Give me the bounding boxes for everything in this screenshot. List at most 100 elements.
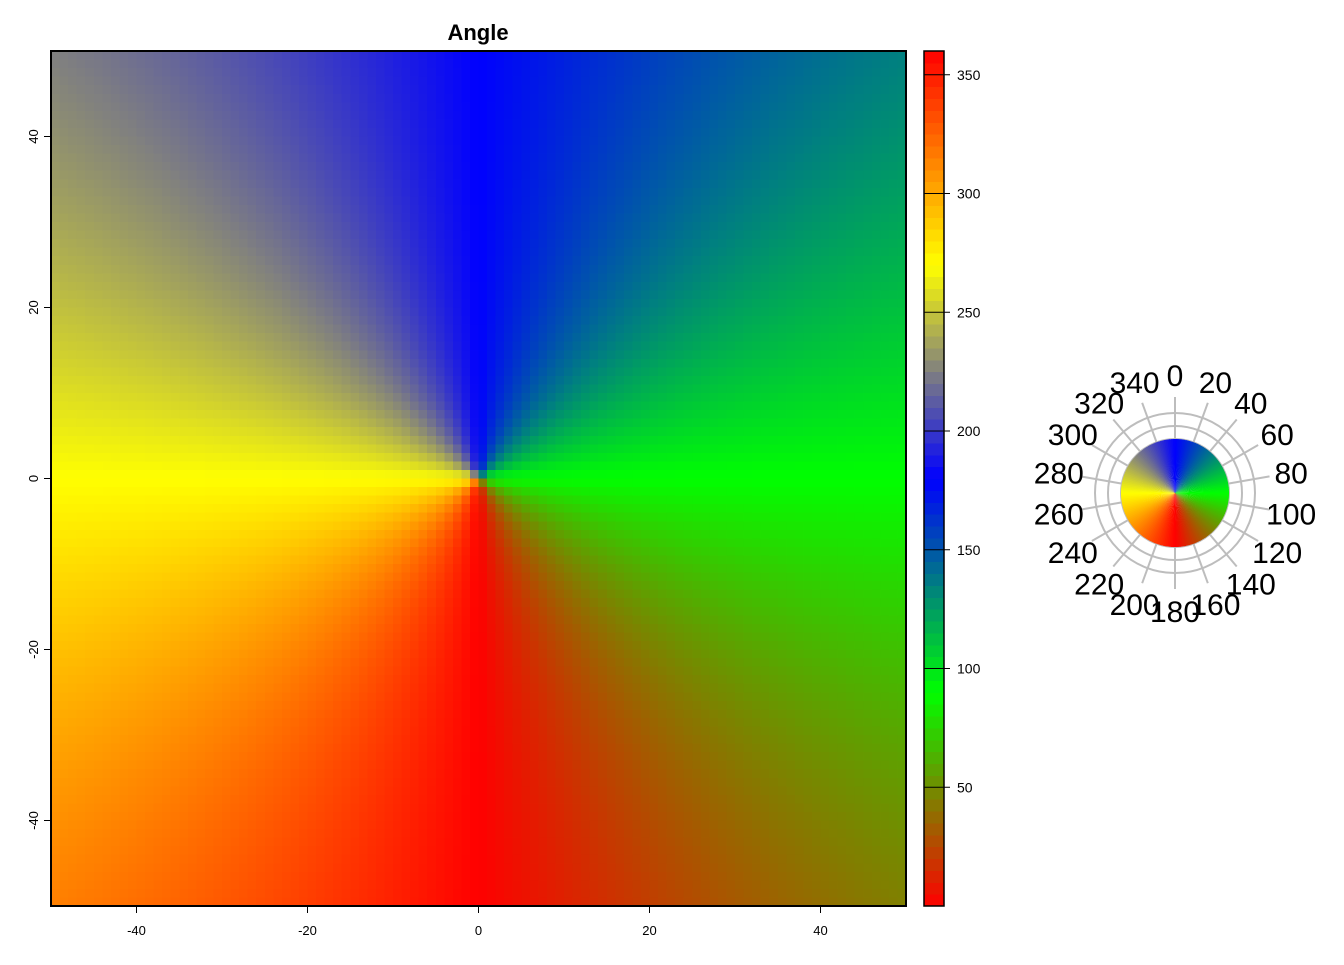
heatmap-cell bbox=[187, 281, 197, 291]
heatmap-cell bbox=[102, 769, 112, 779]
heatmap-cell bbox=[350, 93, 360, 103]
heatmap-cell bbox=[247, 290, 257, 300]
heatmap-cell bbox=[461, 222, 471, 232]
heatmap-cell bbox=[110, 863, 120, 873]
heatmap-cell bbox=[239, 333, 249, 343]
heatmap-cell bbox=[350, 179, 360, 189]
heatmap-cell bbox=[93, 187, 103, 197]
heatmap-cell bbox=[435, 93, 445, 103]
heatmap-cell bbox=[367, 435, 377, 445]
heatmap-cell bbox=[85, 666, 95, 676]
heatmap-cell bbox=[136, 427, 146, 437]
heatmap-cell bbox=[59, 127, 69, 138]
heatmap-cell bbox=[204, 384, 215, 394]
heatmap-cell bbox=[461, 717, 471, 728]
heatmap-cell bbox=[110, 333, 120, 343]
heatmap-cell bbox=[333, 675, 343, 685]
heatmap-cell bbox=[110, 401, 120, 411]
heatmap-cell bbox=[264, 649, 274, 659]
heatmap-cell bbox=[350, 401, 360, 411]
heatmap-cell bbox=[222, 786, 232, 796]
heatmap-cell bbox=[367, 743, 377, 753]
heatmap-cell bbox=[367, 666, 377, 676]
heatmap-cell bbox=[281, 247, 291, 257]
heatmap-cell bbox=[341, 427, 351, 437]
heatmap-cell bbox=[127, 145, 138, 155]
heatmap-cell bbox=[119, 358, 129, 368]
heatmap-cell bbox=[187, 264, 197, 274]
heatmap-cell bbox=[119, 222, 129, 232]
heatmap-cell bbox=[187, 452, 197, 462]
heatmap-cell bbox=[298, 333, 309, 343]
heatmap-cell bbox=[324, 444, 334, 454]
heatmap-cell bbox=[264, 811, 274, 822]
heatmap-cell bbox=[76, 93, 86, 103]
heatmap-cell bbox=[307, 615, 317, 625]
heatmap-cell bbox=[307, 649, 317, 659]
heatmap-cell bbox=[281, 606, 291, 616]
heatmap-cell bbox=[204, 444, 215, 454]
heatmap-cell bbox=[418, 393, 428, 403]
heatmap-cell bbox=[281, 93, 291, 103]
heatmap-cell bbox=[375, 538, 386, 548]
heatmap-cell bbox=[153, 606, 163, 616]
heatmap-cell bbox=[273, 452, 283, 462]
heatmap-cell bbox=[410, 700, 420, 710]
heatmap-cell bbox=[68, 529, 78, 539]
heatmap-cell bbox=[264, 564, 274, 574]
heatmap-cell bbox=[410, 692, 420, 702]
heatmap-cell bbox=[367, 196, 377, 206]
heatmap-cell bbox=[119, 204, 129, 215]
heatmap-cell bbox=[119, 444, 129, 454]
heatmap-cell bbox=[239, 829, 249, 839]
heatmap-cell bbox=[136, 59, 146, 69]
heatmap-cell bbox=[213, 273, 223, 283]
heatmap-cell bbox=[444, 640, 454, 651]
heatmap-cell bbox=[316, 777, 326, 787]
heatmap-cell bbox=[68, 358, 78, 368]
heatmap-cell bbox=[307, 76, 317, 86]
heatmap-cell bbox=[85, 803, 95, 813]
heatmap-cell bbox=[375, 281, 386, 291]
heatmap-cell bbox=[196, 418, 206, 428]
heatmap-cell bbox=[119, 598, 129, 608]
heatmap-cell bbox=[222, 555, 232, 565]
heatmap-cell bbox=[76, 76, 86, 86]
heatmap-cell bbox=[307, 350, 317, 360]
heatmap-cell bbox=[367, 452, 377, 462]
heatmap-cell bbox=[444, 102, 454, 112]
heatmap-cell bbox=[350, 170, 360, 180]
heatmap-cell bbox=[119, 427, 129, 437]
heatmap-cell bbox=[384, 546, 394, 557]
heatmap-cell bbox=[264, 375, 274, 386]
heatmap-cell bbox=[196, 555, 206, 565]
heatmap-cell bbox=[110, 487, 120, 497]
heatmap-cell bbox=[367, 256, 377, 266]
heatmap-cell bbox=[290, 735, 300, 745]
heatmap-cell bbox=[393, 598, 403, 608]
heatmap-cell bbox=[85, 427, 95, 437]
heatmap-cell bbox=[375, 213, 386, 223]
heatmap-cell bbox=[76, 589, 86, 599]
heatmap-cell bbox=[435, 658, 445, 668]
heatmap-cell bbox=[264, 803, 274, 813]
heatmap-cell bbox=[452, 581, 462, 591]
heatmap-cell bbox=[85, 341, 95, 351]
heatmap-cell bbox=[435, 888, 445, 899]
heatmap-cell bbox=[418, 829, 428, 839]
heatmap-cell bbox=[281, 239, 291, 249]
heatmap-cell bbox=[367, 307, 377, 317]
heatmap-cell bbox=[418, 623, 428, 633]
heatmap-cell bbox=[145, 632, 155, 642]
heatmap-cell bbox=[51, 239, 61, 249]
heatmap-cell bbox=[196, 469, 206, 480]
heatmap-cell bbox=[127, 51, 138, 61]
heatmap-cell bbox=[222, 623, 232, 633]
heatmap-cell bbox=[350, 487, 360, 497]
heatmap-cell bbox=[281, 418, 291, 428]
heatmap-cell bbox=[247, 811, 257, 822]
heatmap-cell bbox=[358, 290, 368, 300]
heatmap-cell bbox=[393, 401, 403, 411]
heatmap-cell bbox=[281, 51, 291, 61]
heatmap-cell bbox=[469, 717, 480, 728]
